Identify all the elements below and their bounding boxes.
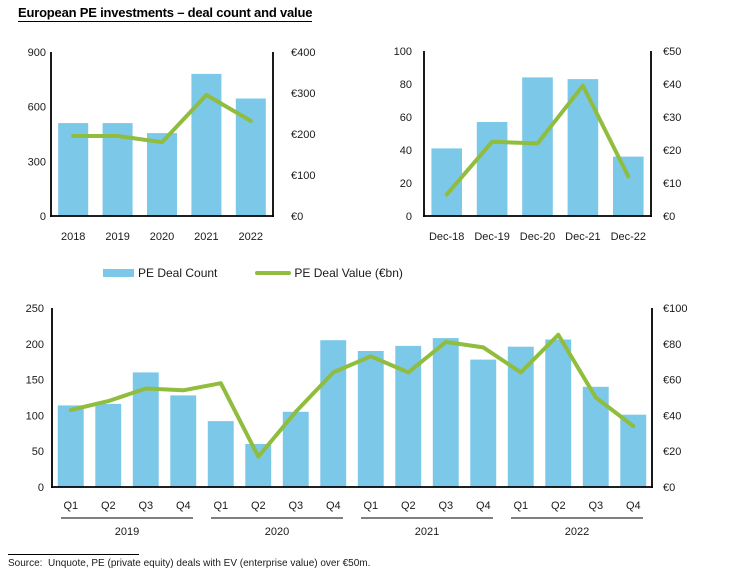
svg-text:€0: €0 [663, 482, 675, 494]
svg-text:Q1: Q1 [363, 500, 378, 512]
svg-text:60: 60 [400, 112, 412, 124]
svg-text:2020: 2020 [150, 231, 174, 243]
svg-text:250: 250 [26, 303, 44, 315]
svg-text:0: 0 [406, 211, 412, 223]
svg-text:150: 150 [26, 375, 44, 387]
source-divider [8, 554, 139, 555]
svg-text:20: 20 [400, 178, 412, 190]
svg-text:Dec-20: Dec-20 [520, 231, 555, 243]
svg-text:2021: 2021 [415, 526, 439, 538]
svg-text:600: 600 [28, 102, 46, 114]
svg-text:Dec-21: Dec-21 [565, 231, 600, 243]
svg-text:100: 100 [394, 46, 412, 58]
bar-swatch-icon [103, 269, 134, 277]
svg-text:2021: 2021 [194, 231, 218, 243]
svg-text:300: 300 [28, 156, 46, 168]
svg-text:Q4: Q4 [476, 500, 491, 512]
svg-text:Q2: Q2 [551, 500, 566, 512]
svg-text:€0: €0 [291, 211, 303, 223]
svg-text:€20: €20 [663, 145, 681, 157]
svg-text:0: 0 [38, 482, 44, 494]
page-title: European PE investments – deal count and… [18, 5, 313, 22]
svg-text:Q3: Q3 [288, 500, 303, 512]
svg-text:€100: €100 [291, 170, 315, 182]
svg-text:€0: €0 [663, 211, 675, 223]
svg-text:Q3: Q3 [588, 500, 603, 512]
svg-text:€80: €80 [663, 339, 681, 351]
svg-text:Dec-19: Dec-19 [474, 231, 509, 243]
quarterly-deal-chart: 0 50 100 150 200 250 €0 €20 €40 €60 €80 €100 Q1 Q2 Q3 Q… [26, 303, 688, 538]
svg-text:€20: €20 [663, 446, 681, 458]
svg-text:Q1: Q1 [213, 500, 228, 512]
svg-text:2019: 2019 [105, 231, 129, 243]
svg-text:€60: €60 [663, 375, 681, 387]
ltm-deal-chart: 0 20 40 60 80 100 €0 €10 €20 €30 €40 €50 Dec-18 Dec-1… [394, 46, 682, 243]
source-note: Source: Unquote, PE (private equity) dea… [8, 554, 370, 569]
svg-text:€10: €10 [663, 178, 681, 190]
svg-text:€100: €100 [663, 303, 687, 315]
svg-text:200: 200 [26, 339, 44, 351]
svg-text:€30: €30 [663, 112, 681, 124]
svg-text:€40: €40 [663, 410, 681, 422]
svg-text:€200: €200 [291, 129, 315, 141]
svg-text:Q4: Q4 [326, 500, 341, 512]
svg-text:2022: 2022 [239, 231, 263, 243]
svg-text:€400: €400 [291, 47, 315, 59]
svg-text:50: 50 [32, 446, 44, 458]
svg-text:Q3: Q3 [138, 500, 153, 512]
annual-deal-chart: 0 300 600 900 €0 €100 €200 €300 €400 2018 2019 2020… [28, 47, 316, 243]
svg-text:Q3: Q3 [438, 500, 453, 512]
legend-count-label: PE Deal Count [138, 266, 218, 280]
svg-text:Dec-22: Dec-22 [611, 231, 646, 243]
svg-text:40: 40 [400, 145, 412, 157]
svg-text:Q1: Q1 [63, 500, 78, 512]
legend-value-label: PE Deal Value (€bn) [294, 266, 403, 280]
line-swatch-icon [255, 271, 292, 275]
svg-text:2018: 2018 [61, 231, 85, 243]
svg-text:Q2: Q2 [401, 500, 416, 512]
svg-text:Q1: Q1 [513, 500, 528, 512]
svg-text:80: 80 [400, 79, 412, 91]
svg-text:€50: €50 [663, 46, 681, 58]
svg-text:0: 0 [40, 211, 46, 223]
svg-text:€300: €300 [291, 88, 315, 100]
svg-text:€40: €40 [663, 79, 681, 91]
svg-text:Q2: Q2 [251, 500, 266, 512]
svg-text:2019: 2019 [115, 526, 139, 538]
chart-legend: PE Deal Count PE Deal Value (€bn) [103, 265, 403, 281]
svg-text:2020: 2020 [265, 526, 289, 538]
svg-text:Q2: Q2 [101, 500, 116, 512]
svg-text:2022: 2022 [565, 526, 589, 538]
svg-text:Q4: Q4 [176, 500, 191, 512]
svg-text:Q4: Q4 [626, 500, 641, 512]
source-text: Source: Unquote, PE (private equity) dea… [8, 558, 371, 569]
svg-text:100: 100 [26, 410, 44, 422]
svg-text:Dec-18: Dec-18 [429, 231, 464, 243]
svg-text:900: 900 [28, 47, 46, 59]
